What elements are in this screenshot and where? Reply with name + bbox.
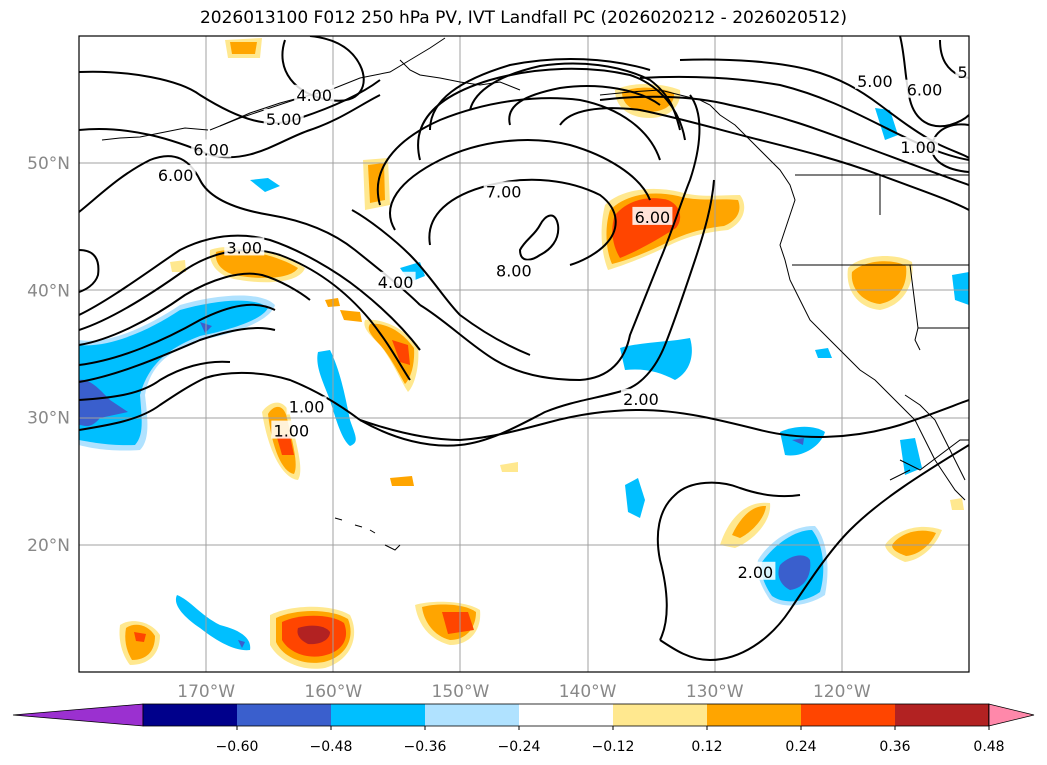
- colorbar-bin: [425, 704, 520, 726]
- contour-label-bg: [375, 271, 416, 290]
- contour-label: 5.00: [958, 63, 994, 82]
- negative-anomaly-north-pacific: [317, 350, 356, 446]
- contour-label: 2.00: [738, 563, 774, 582]
- contour-label-bg: [904, 79, 945, 98]
- contour-label: 8.00: [496, 261, 532, 280]
- contour-label-bg: [286, 396, 327, 415]
- map-panel: 4.00 5.00 6.00 6.00 3.00 4.00 7.00 8.00 6.00 5.00…: [79, 36, 994, 672]
- colorbar-bin: [331, 704, 426, 726]
- contour-label-bg: [493, 260, 534, 279]
- colorbar-tick-label: −0.60: [216, 739, 259, 755]
- contour-label: 5.00: [857, 72, 893, 91]
- colorbar-bin: [613, 704, 708, 726]
- contour-label: 4.00: [296, 86, 332, 105]
- map-frame: [78, 35, 970, 673]
- pv-contours: [79, 36, 969, 662]
- contour-label-bg: [854, 70, 895, 89]
- contour-label-bg: [294, 84, 335, 103]
- contour-label-bg: [224, 237, 265, 256]
- contour-label-bg: [155, 164, 196, 183]
- contour-labels: 4.00 5.00 6.00 6.00 3.00 4.00 7.00 8.00 6.00 5.00…: [155, 61, 994, 582]
- contour-label-bg: [263, 108, 304, 127]
- colorbar: −0.60 −0.48 −0.36 −0.24 −0.12 0.12 0.24 0.36 0.4…: [12, 703, 1035, 755]
- contour-label: 1.00: [900, 138, 936, 157]
- colorbar-bin: [143, 704, 238, 726]
- contour-label: 7.00: [486, 182, 522, 201]
- lon-tick-label: 150°W: [432, 682, 490, 702]
- contour-label-bg: [620, 388, 661, 407]
- lon-tick-label: 130°W: [686, 682, 744, 702]
- lat-tick-label: 20°N: [27, 536, 70, 556]
- lon-tick-label: 140°W: [559, 682, 617, 702]
- graticule: [79, 36, 969, 672]
- colorbar-tick-label: 0.36: [879, 739, 910, 755]
- contour-label: 5.00: [266, 110, 302, 129]
- colorbar-tick-label: 0.12: [691, 739, 722, 755]
- colorbar-bin: [237, 704, 332, 726]
- longitude-labels: 170°W 160°W 150°W 140°W 130°W 120°W: [177, 682, 871, 702]
- contour-label: 1.00: [274, 422, 310, 441]
- contour-label: 2.00: [623, 390, 659, 409]
- lat-tick-label: 30°N: [27, 409, 70, 429]
- contour-label: 6.00: [635, 208, 671, 227]
- colorbar-extend-max: [988, 703, 1035, 727]
- contour-label-bg: [632, 206, 673, 225]
- contour-label: 4.00: [378, 273, 414, 292]
- colorbar-bin: [519, 704, 614, 726]
- lon-tick-label: 160°W: [304, 682, 362, 702]
- colorbar-tick-label: 0.24: [785, 739, 816, 755]
- contour-label: 3.00: [226, 238, 262, 257]
- colorbar-tick-label: 0.48: [973, 739, 1004, 755]
- contour-label: 6.00: [907, 81, 943, 100]
- colorbar-frame: [142, 703, 990, 727]
- colorbar-tick-label: −0.12: [592, 739, 635, 755]
- colorbar-bin: [801, 704, 896, 726]
- colorbar-tick-label: −0.48: [310, 739, 353, 755]
- colorbar-extend-min: [12, 703, 144, 727]
- colorbar-bin: [707, 704, 802, 726]
- lat-tick-label: 40°N: [27, 281, 70, 301]
- contour-label-bg: [271, 420, 312, 439]
- contour-label-bg: [735, 561, 776, 580]
- lat-tick-label: 50°N: [27, 154, 70, 174]
- contour-label-bg: [898, 136, 939, 155]
- lon-tick-label: 170°W: [177, 682, 235, 702]
- contour-label-bg: [955, 61, 969, 80]
- contour-label-bg: [191, 139, 232, 158]
- colorbar-tick-label: −0.24: [498, 739, 541, 755]
- contour-label-bg: [483, 181, 524, 200]
- lon-tick-label: 120°W: [813, 682, 871, 702]
- map-title: 2026013100 F012 250 hPa PV, IVT Landfall…: [199, 8, 847, 28]
- latitude-labels: 50°N 40°N 30°N 20°N: [27, 154, 70, 556]
- contour-label: 1.00: [289, 397, 325, 416]
- colorbar-tick-label: −0.36: [404, 739, 447, 755]
- contour-label: 6.00: [158, 166, 194, 185]
- colorbar-bin: [895, 704, 990, 726]
- contour-label: 6.00: [193, 140, 229, 159]
